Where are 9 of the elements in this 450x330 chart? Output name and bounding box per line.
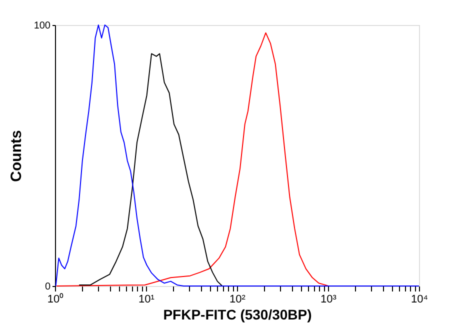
y-tick-label: 100	[34, 20, 51, 32]
x-axis-title: PFKP-FITC (530/30BP)	[163, 306, 312, 322]
x-tick-label: 10¹	[138, 294, 155, 306]
x-tick-label: 10⁰	[47, 292, 64, 306]
x-tick-label: 10⁴	[411, 294, 428, 306]
x-tick-label: 10²	[230, 294, 246, 306]
y-tick-label: 0	[44, 282, 51, 292]
y-axis-title: Counts	[8, 130, 25, 182]
x-tick-label: 10³	[320, 294, 337, 306]
